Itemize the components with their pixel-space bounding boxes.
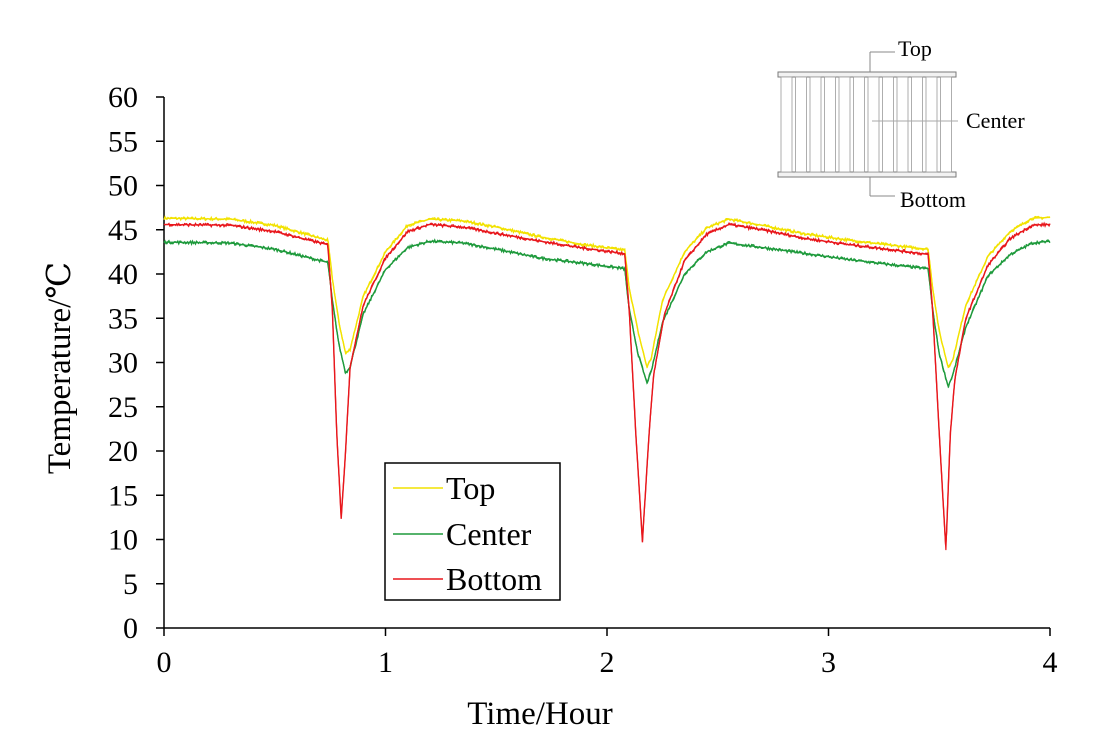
y-tick-label: 0: [123, 612, 138, 645]
inset-tube: [867, 76, 880, 173]
x-tick-label: 1: [378, 646, 393, 679]
inset-tube: [795, 76, 807, 173]
legend-label-center: Center: [446, 516, 532, 552]
y-tick-label: 15: [108, 479, 138, 512]
series-line-top: [163, 215, 1051, 369]
y-tick-label: 20: [108, 435, 138, 468]
series-group: [163, 215, 1051, 551]
y-tick-label: 35: [108, 302, 138, 335]
inset-tube: [925, 76, 938, 173]
y-tick-label: 50: [108, 170, 138, 203]
x-tick-label: 4: [1043, 646, 1058, 679]
y-tick-label: 60: [108, 81, 138, 114]
inset-tube: [853, 76, 865, 173]
inset-bottom-plate: [777, 171, 957, 178]
legend: Top Center Bottom: [384, 462, 561, 601]
series-line-bottom-keypoints: [163, 223, 1051, 551]
series-line-center-keypoints: [163, 240, 1051, 389]
y-tick-label: 5: [123, 568, 138, 601]
x-tick-label: 0: [157, 646, 172, 679]
inset-tube: [940, 76, 952, 173]
inset-tube: [780, 76, 793, 173]
y-tick-label: 25: [108, 391, 138, 424]
inset-tubes: [780, 76, 952, 173]
inset-label-center: Center: [966, 108, 1025, 133]
inset-schematic: Top Center Bottom: [777, 36, 1025, 212]
legend-box: [384, 462, 561, 601]
series-line-top-keypoints: [163, 216, 1051, 369]
x-ticks: 0 1 2 3 4: [157, 628, 1058, 679]
inset-tube: [911, 76, 923, 173]
series-line-center: [163, 238, 1051, 389]
y-tick-label: 55: [108, 125, 138, 158]
x-tick-label: 3: [821, 646, 836, 679]
inset-label-top: Top: [898, 36, 932, 61]
inset-tube: [838, 76, 851, 173]
inset-label-bottom: Bottom: [900, 187, 966, 212]
inset-tube: [896, 76, 909, 173]
y-tick-label: 10: [108, 524, 138, 557]
x-tick-label: 2: [600, 646, 615, 679]
y-ticks: 0 5 10 15 20 25 30 35 40 45 50 55 60: [108, 81, 164, 645]
y-tick-label: 45: [108, 214, 138, 247]
y-axis-title: Temperature/℃: [42, 262, 78, 474]
y-tick-label: 30: [108, 347, 138, 380]
legend-label-bottom: Bottom: [446, 561, 542, 597]
inset-tube: [882, 76, 894, 173]
inset-tube: [824, 76, 836, 173]
series-line-bottom: [163, 221, 1051, 545]
legend-label-top: Top: [446, 470, 495, 506]
inset-top-plate: [777, 71, 957, 78]
y-tick-label: 40: [108, 258, 138, 291]
x-axis-title: Time/Hour: [467, 696, 612, 732]
inset-tube: [809, 76, 822, 173]
